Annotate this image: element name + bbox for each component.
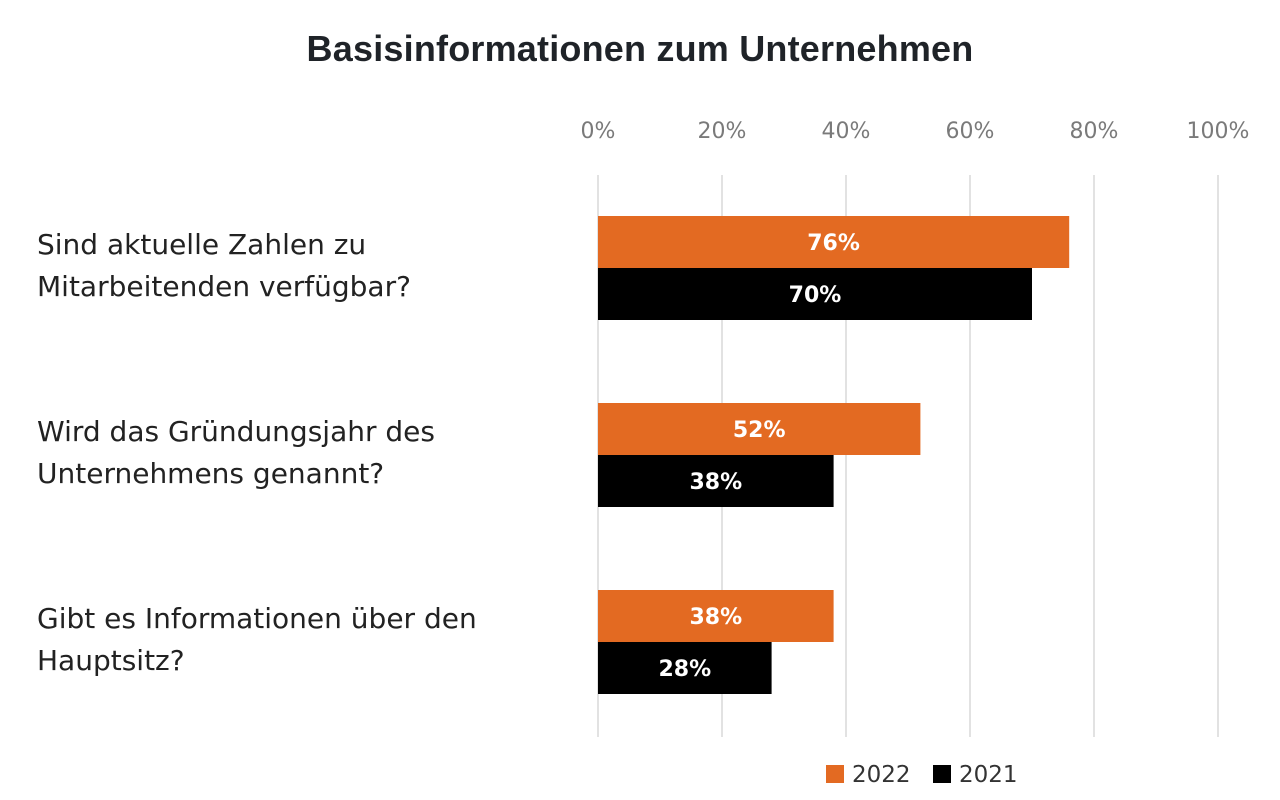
legend-label: 2021 bbox=[959, 762, 1018, 788]
bars bbox=[598, 216, 1070, 694]
x-axis-ticks: 0% 20% 40% 60% 80% 100% bbox=[581, 119, 1250, 144]
bar-labels: 76% 70% 52% 38% 38% 28% bbox=[658, 231, 859, 682]
category-label-line: Wird das Gründungsjahr des bbox=[37, 415, 435, 448]
bar-2021 bbox=[598, 268, 1032, 320]
bar-value-label: 38% bbox=[689, 470, 742, 495]
category-label: Gibt es Informationen über den Hauptsitz? bbox=[37, 602, 477, 677]
bar-2022 bbox=[598, 590, 834, 642]
bar-2021 bbox=[598, 642, 772, 694]
category-label-line: Gibt es Informationen über den bbox=[37, 602, 477, 635]
category-label-line: Unternehmens genannt? bbox=[37, 457, 384, 490]
x-tick-label: 40% bbox=[822, 119, 871, 144]
bar-value-label: 38% bbox=[689, 605, 742, 630]
x-tick-label: 60% bbox=[946, 119, 995, 144]
bar-2021 bbox=[598, 455, 834, 507]
x-tick-label: 80% bbox=[1070, 119, 1119, 144]
legend-swatch-2022 bbox=[826, 765, 844, 783]
bar-value-label: 76% bbox=[807, 231, 860, 256]
category-label: Sind aktuelle Zahlen zu Mitarbeitenden ve… bbox=[37, 228, 411, 303]
category-labels: Sind aktuelle Zahlen zu Mitarbeitenden ve… bbox=[37, 228, 477, 677]
legend-swatch-2021 bbox=[933, 765, 951, 783]
x-tick-label: 0% bbox=[581, 119, 616, 144]
chart-title: Basisinformationen zum Unternehmen bbox=[306, 28, 974, 69]
category-label-line: Hauptsitz? bbox=[37, 644, 185, 677]
bar-value-label: 70% bbox=[789, 283, 842, 308]
x-tick-label: 20% bbox=[698, 119, 747, 144]
bar-2022 bbox=[598, 403, 921, 455]
bar-2022 bbox=[598, 216, 1070, 268]
bar-value-label: 28% bbox=[658, 657, 711, 682]
category-label-line: Mitarbeitenden verfügbar? bbox=[37, 270, 411, 303]
x-tick-label: 100% bbox=[1187, 119, 1250, 144]
category-label-line: Sind aktuelle Zahlen zu bbox=[37, 228, 366, 261]
legend-label: 2022 bbox=[852, 762, 911, 788]
bar-value-label: 52% bbox=[733, 418, 786, 443]
category-label: Wird das Gründungsjahr des Unternehmens g… bbox=[37, 415, 435, 490]
legend: 2022 2021 bbox=[826, 762, 1018, 788]
